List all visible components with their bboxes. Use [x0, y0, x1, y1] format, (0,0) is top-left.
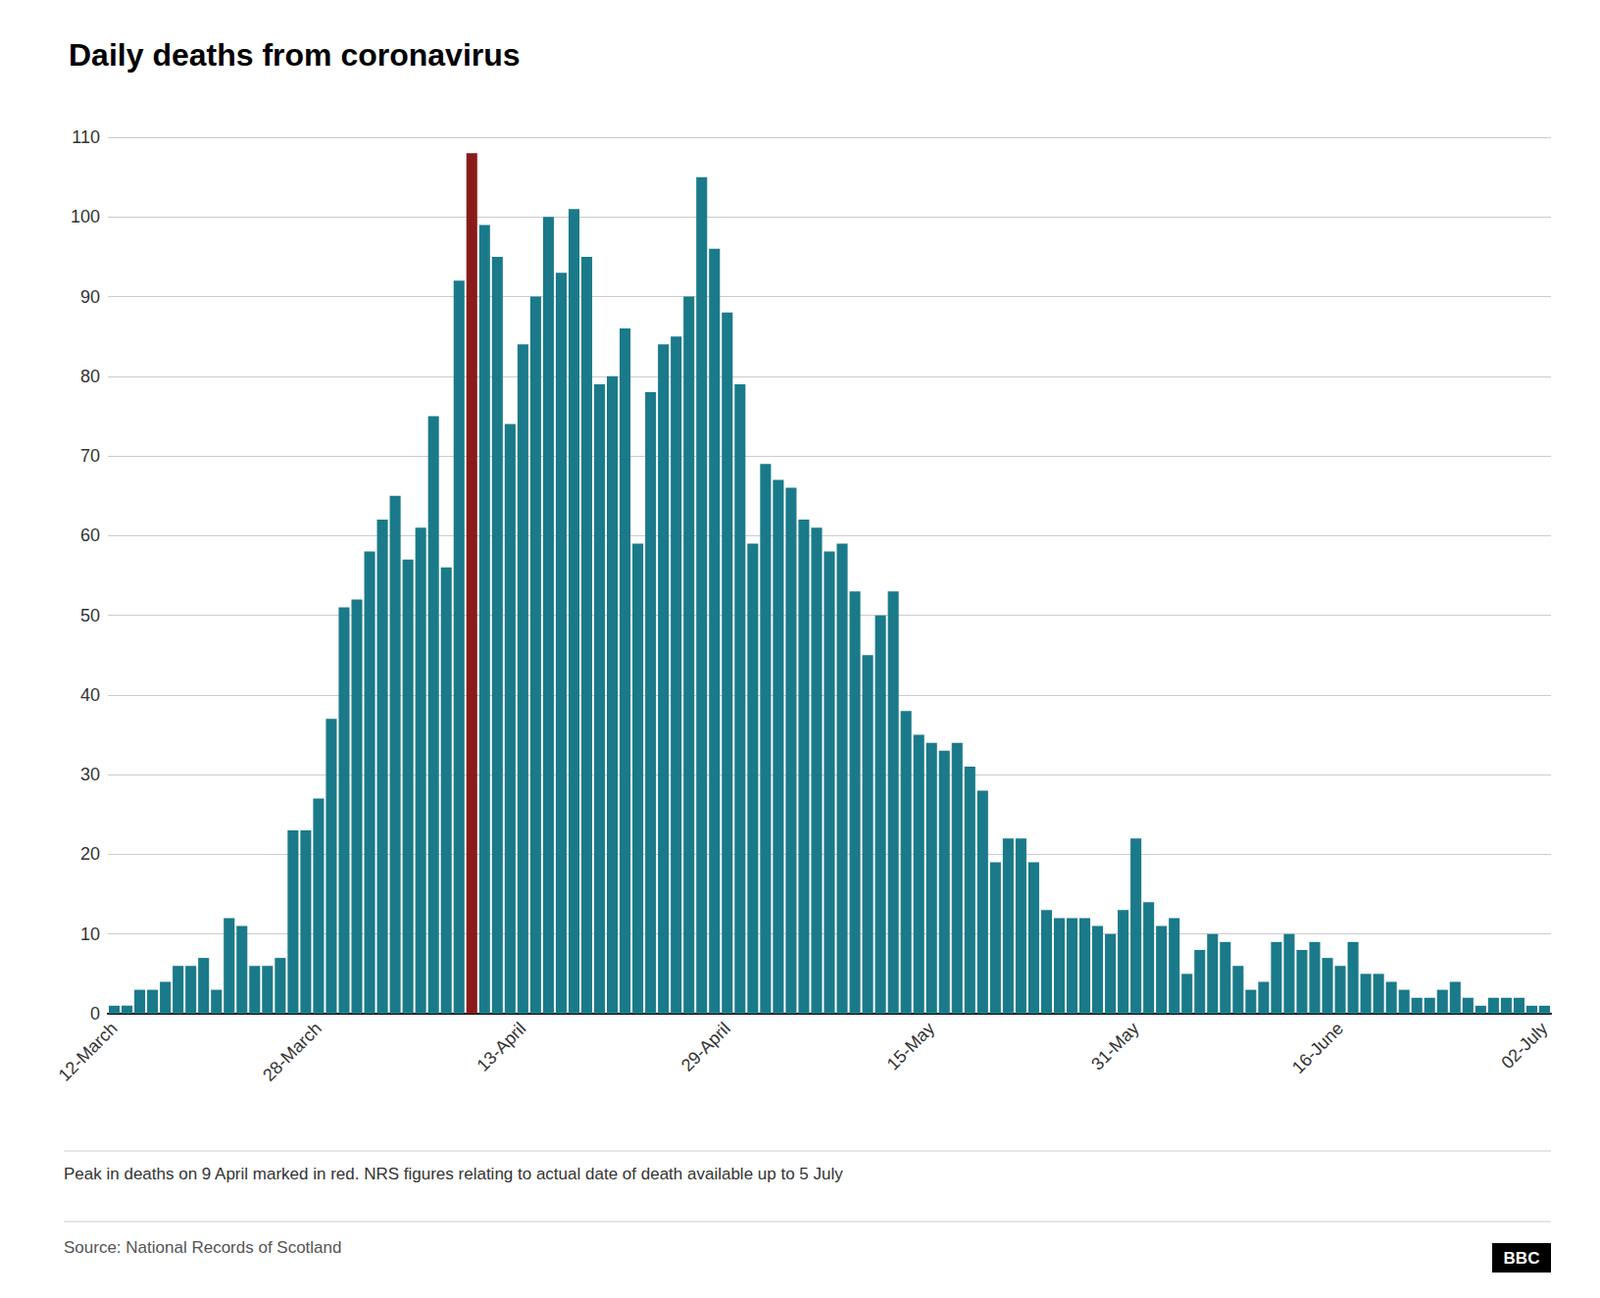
svg-text:BBC: BBC — [1503, 1249, 1541, 1268]
svg-text:110: 110 — [71, 127, 100, 148]
svg-text:30: 30 — [80, 764, 100, 785]
svg-text:100: 100 — [70, 206, 100, 227]
svg-text:15-May: 15-May — [883, 1018, 940, 1075]
svg-text:90: 90 — [80, 287, 100, 307]
svg-text:0: 0 — [90, 1003, 100, 1024]
svg-text:02-July: 02-July — [1497, 1018, 1551, 1073]
svg-text:28-March: 28-March — [258, 1018, 326, 1086]
svg-text:Source: National Records of Sc: Source: National Records of Scotland — [63, 1238, 343, 1257]
svg-text:Peak in deaths on 9 April mark: Peak in deaths on 9 April marked in red.… — [63, 1164, 844, 1184]
svg-text:13-April: 13-April — [472, 1018, 530, 1076]
svg-text:10: 10 — [80, 924, 100, 945]
svg-text:29-April: 29-April — [677, 1018, 735, 1076]
svg-text:20: 20 — [80, 844, 100, 864]
svg-text:Daily deaths from coronavirus: Daily deaths from coronavirus — [68, 37, 521, 73]
svg-text:16-June: 16-June — [1288, 1018, 1348, 1078]
svg-text:31-May: 31-May — [1087, 1018, 1144, 1075]
svg-text:70: 70 — [80, 446, 100, 466]
svg-text:50: 50 — [80, 605, 100, 626]
svg-text:60: 60 — [80, 525, 100, 546]
svg-text:12-March: 12-March — [54, 1018, 122, 1086]
svg-text:80: 80 — [80, 366, 100, 387]
svg-text:40: 40 — [80, 685, 100, 705]
